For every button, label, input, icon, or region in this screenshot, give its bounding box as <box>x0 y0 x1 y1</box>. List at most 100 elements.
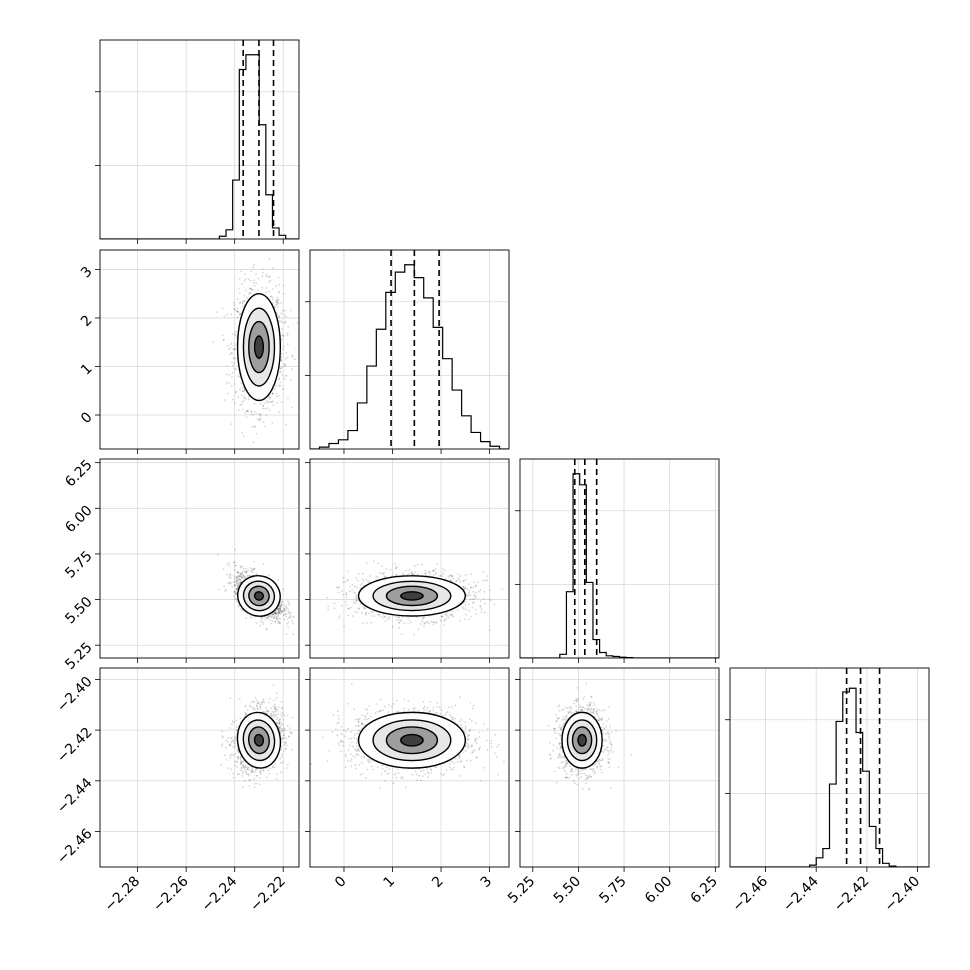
sample-point <box>236 571 239 574</box>
sample-point <box>234 348 237 350</box>
sample-point <box>475 613 477 615</box>
sample-point <box>338 586 340 589</box>
sample-point <box>276 402 278 404</box>
sample-point <box>442 572 444 575</box>
sample-point <box>396 618 399 621</box>
sample-point <box>283 365 286 367</box>
sample-point <box>277 607 280 610</box>
sample-point <box>359 603 362 606</box>
sample-point <box>228 562 231 564</box>
sample-point <box>273 611 276 614</box>
sample-point <box>338 615 341 617</box>
sample-point <box>274 611 277 614</box>
sample-point <box>333 607 336 610</box>
sample-point <box>468 618 470 620</box>
sample-point <box>274 706 277 708</box>
sample-point <box>429 572 431 575</box>
sample-point <box>272 613 274 616</box>
sample-point <box>275 385 278 388</box>
sample-point <box>265 273 268 276</box>
sample-point <box>440 619 442 622</box>
sample-point <box>236 587 239 590</box>
sample-point <box>281 338 283 341</box>
sample-point <box>269 619 272 622</box>
density-level <box>254 334 264 360</box>
sample-point <box>441 575 444 577</box>
sample-point <box>269 396 271 399</box>
sample-point <box>232 776 235 779</box>
sample-point <box>272 400 274 402</box>
sample-point <box>268 614 271 617</box>
sample-point <box>283 345 285 348</box>
sample-point <box>260 620 262 622</box>
sample-point <box>389 568 392 571</box>
sample-point <box>243 280 246 282</box>
sample-point <box>357 579 359 582</box>
sample-point <box>349 585 351 588</box>
sample-point <box>449 574 452 577</box>
sample-point <box>233 591 236 593</box>
sample-point <box>236 579 238 582</box>
sample-point <box>340 604 343 607</box>
density-layer <box>217 548 299 636</box>
sample-point <box>379 615 382 618</box>
sample-point <box>262 421 265 423</box>
sample-point <box>432 569 435 572</box>
sample-point <box>252 441 255 444</box>
sample-point <box>242 574 245 576</box>
sample-point <box>237 287 240 290</box>
sample-point <box>472 586 475 589</box>
sample-point <box>231 333 234 335</box>
sample-point <box>236 579 239 582</box>
sample-point <box>265 627 268 630</box>
contour-line <box>253 335 265 359</box>
sample-point <box>409 621 412 624</box>
sample-point <box>280 724 283 727</box>
sample-point <box>414 571 417 573</box>
sample-point <box>248 292 251 294</box>
sample-point <box>278 283 281 286</box>
sample-point <box>238 578 241 581</box>
sample-point <box>413 633 416 636</box>
sample-point <box>271 296 274 299</box>
sample-point <box>245 617 248 619</box>
sample-point <box>263 711 266 714</box>
sample-point <box>362 580 365 582</box>
sample-point <box>364 612 367 614</box>
sample-point <box>253 263 255 266</box>
sample-point <box>440 615 443 618</box>
sample-point <box>267 276 270 278</box>
sample-point <box>278 617 280 620</box>
sample-point <box>342 581 345 584</box>
sample-point <box>290 611 292 614</box>
sample-point <box>273 617 276 620</box>
sample-point <box>280 603 283 606</box>
sample-point <box>291 355 294 358</box>
sample-point <box>343 625 345 628</box>
sample-point <box>473 598 476 600</box>
sample-point <box>287 325 290 328</box>
sample-point <box>457 577 460 579</box>
sample-point <box>254 425 257 428</box>
sample-point <box>266 400 269 403</box>
sample-point <box>274 612 277 615</box>
panel-frame <box>309 249 510 450</box>
sample-point <box>241 390 244 392</box>
sample-point <box>235 368 237 371</box>
sample-point <box>382 613 385 616</box>
sample-point <box>222 339 225 341</box>
sample-point <box>278 621 281 623</box>
sample-point <box>439 574 442 577</box>
sample-point <box>243 294 246 297</box>
contour-line <box>253 591 264 601</box>
sample-point <box>261 268 264 270</box>
sample-point <box>255 573 258 575</box>
sample-point <box>347 570 349 573</box>
sample-point <box>243 395 246 398</box>
sample-point <box>236 310 239 313</box>
sample-point <box>236 575 239 578</box>
sample-point <box>244 713 247 716</box>
sample-point <box>280 604 283 606</box>
sample-point <box>371 611 374 613</box>
sample-point <box>260 413 263 416</box>
